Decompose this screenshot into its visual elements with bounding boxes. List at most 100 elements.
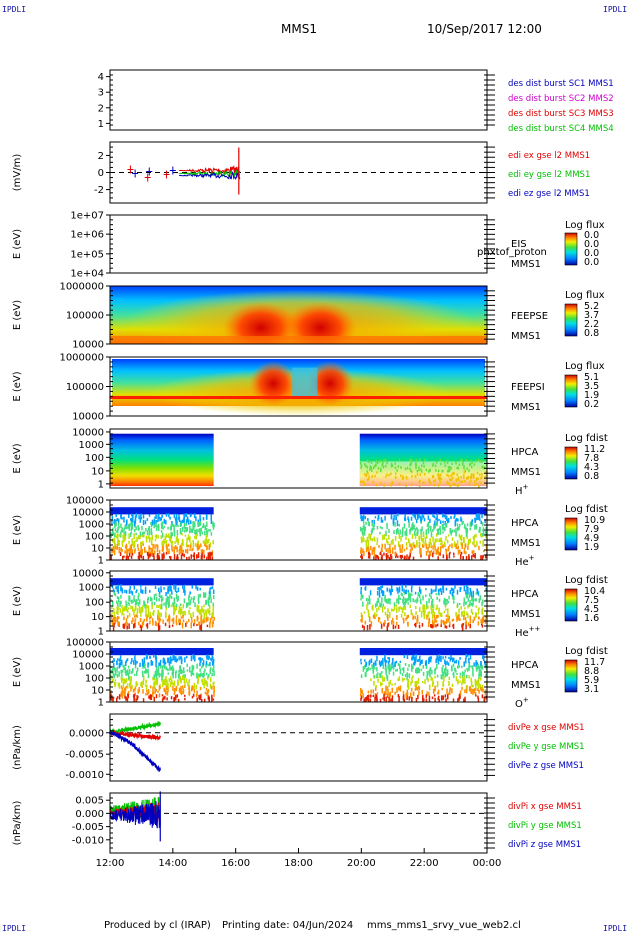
y-tick-label: 10000	[72, 568, 104, 579]
colorbar-tick-label: 0.2	[584, 399, 599, 410]
y-tick-label: 100	[85, 532, 104, 543]
y-tick-label: 1000	[79, 520, 104, 531]
legend-entry: divPe z gse MMS1	[508, 761, 584, 771]
feepsi-spectrogram	[110, 357, 487, 416]
edi-ez-trace	[179, 171, 241, 180]
mission-title: MMS1	[281, 22, 317, 36]
y-axis-label: (nPa/km)	[12, 801, 23, 846]
feepse-low-energy-band	[110, 336, 487, 344]
y-tick-label: 1000	[79, 583, 104, 594]
legend-entry: edi ey gse l2 MMS1	[508, 170, 590, 180]
y-tick-label: 100000	[66, 382, 104, 393]
x-tick-label: 22:00	[410, 858, 439, 869]
stack-plot-figure: 4 3 2 1 des dist burst SC1 MMS1 des dist burs…	[12, 69, 614, 869]
legend-entry: edi ez gse l2 MMS1	[508, 189, 590, 199]
y-tick-label: 1	[98, 556, 104, 567]
y-tick-label: 1	[98, 119, 104, 130]
instrument-name: HPCA	[511, 660, 539, 671]
legend-entry: des dist burst SC2 MMS2	[508, 94, 614, 104]
corner-label-top-left: IPDLI	[2, 5, 27, 14]
y-tick-label: 1	[98, 479, 104, 490]
hpca-o-block-top-0	[110, 648, 214, 656]
x-tick-label: 12:00	[96, 858, 125, 869]
hpca-h-spectrogram	[110, 433, 487, 488]
colorbar-tick-label: 4.5	[584, 604, 599, 615]
colorbar-tick-label: 10.4	[584, 586, 605, 597]
y-tick-label: 100000	[66, 638, 104, 649]
y-tick-label: 0.005	[75, 796, 104, 807]
feepsi-hot-spot-2	[305, 361, 354, 406]
colorbar-tick-label: 0.8	[584, 471, 599, 482]
feepsi-hot-spot-1	[249, 361, 298, 406]
y-tick-label: 1e+05	[70, 249, 104, 260]
hpca-h-block-0	[110, 433, 214, 486]
spacecraft-name: MMS1	[511, 467, 541, 478]
colorbar-tick-label: 4.3	[584, 462, 599, 473]
y-axis-label: E (eV)	[12, 229, 23, 259]
colorbar-title: Log flux	[565, 361, 605, 372]
y-axis-label: E (eV)	[12, 300, 23, 330]
instrument-name: HPCA	[511, 589, 539, 600]
y-tick-label: 10	[91, 544, 104, 555]
colorbar	[564, 374, 578, 408]
legend-entry: des dist burst SC1 MMS1	[508, 79, 614, 89]
panel-frame-div-pi	[109, 792, 488, 854]
hpca-o-spectrogram	[110, 648, 487, 702]
y-tick-label: 2	[98, 103, 104, 114]
colorbar-tick-label: 3.5	[584, 381, 599, 392]
corner-label-bottom-right: IPDLI	[603, 924, 628, 933]
y-tick-label: 1e+06	[70, 230, 104, 241]
plot-datetime: 10/Sep/2017 12:00	[427, 22, 542, 36]
y-axis-label: E (eV)	[12, 657, 23, 687]
legend-entry: des dist burst SC3 MMS3	[508, 109, 614, 119]
hpca-he2-spectrogram	[110, 578, 487, 631]
footer-filename: mms_mms1_srvy_vue_web2.cl	[367, 920, 521, 931]
divpe-traces	[109, 720, 487, 773]
x-tick-label: 20:00	[347, 858, 376, 869]
y-tick-label: -0.010	[72, 835, 104, 846]
y-tick-label: 10000	[72, 427, 104, 438]
edi-traces	[110, 147, 487, 195]
divpi-z-trace	[109, 801, 161, 829]
feepsi-center-gap	[292, 367, 318, 398]
hpca-he2-block-top-1	[359, 578, 487, 586]
y-tick-label: 100	[85, 598, 104, 609]
colorbar	[564, 659, 578, 693]
divpi-traces	[109, 791, 487, 842]
edi-ex-trace	[179, 165, 241, 176]
colorbar	[564, 446, 578, 480]
colorbar-tick-label: 1.9	[584, 542, 599, 553]
instrument-name: FEEPSI	[511, 382, 545, 393]
colorbar-title: Log flux	[565, 220, 605, 231]
divpe-y-trace	[109, 720, 162, 737]
y-tick-label: 100	[85, 453, 104, 464]
y-tick-label: 10000	[72, 340, 104, 351]
colorbar-tick-label: 1.6	[584, 613, 599, 624]
colorbar-title: Log flux	[565, 290, 605, 301]
legend-entry: edi ex gse l2 MMS1	[508, 151, 590, 161]
y-tick-label: 100000	[66, 311, 104, 322]
spacecraft-name: MMS1	[511, 402, 541, 413]
y-tick-label: 10	[91, 466, 104, 477]
y-tick-label: 100000	[66, 496, 104, 507]
colorbar-tick-label: 0.0	[584, 230, 599, 241]
y-tick-label: -0.0005	[65, 750, 104, 761]
colorbar-tick-label: 3.1	[584, 684, 599, 695]
y-tick-label: -2	[94, 185, 104, 196]
colorbar-tick-label: 5.1	[584, 372, 599, 383]
colorbar	[564, 303, 578, 337]
colorbar-tick-label: 0.0	[584, 239, 599, 250]
y-tick-label: 100	[85, 674, 104, 685]
colorbar-tick-label: 10.9	[584, 515, 605, 526]
y-tick-label: 1000000	[59, 353, 104, 364]
hpca-he2-block-top-0	[110, 578, 214, 586]
y-tick-label: 0.0000	[69, 728, 104, 739]
y-tick-label: 0	[98, 168, 104, 179]
feepse-spectrogram	[110, 286, 487, 344]
y-tick-label: 4	[98, 72, 104, 83]
panel-frame-des-dist-burst	[109, 69, 488, 131]
colorbar	[564, 232, 578, 266]
instrument-name: HPCA	[511, 518, 539, 529]
spacecraft-name: MMS1	[511, 538, 541, 549]
panel-frame-div-pe	[109, 713, 488, 782]
